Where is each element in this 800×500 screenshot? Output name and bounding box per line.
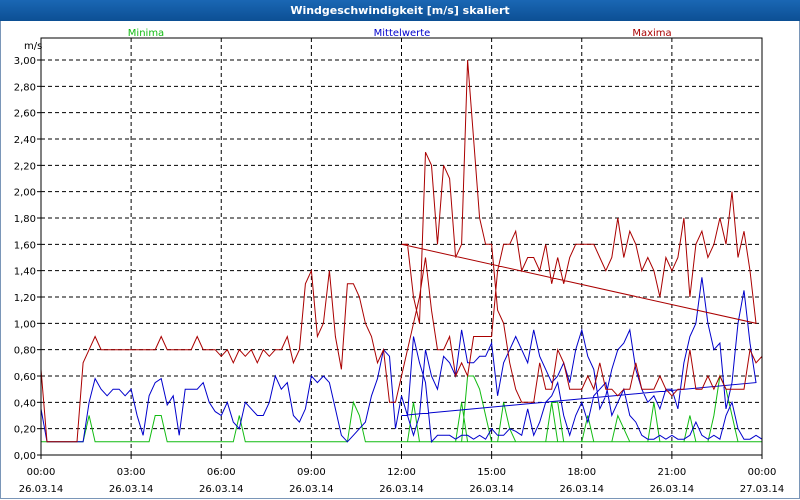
y-tick-label: 0,40 (14, 398, 36, 409)
y-tick-label: 2,40 (14, 135, 36, 146)
y-tick-label: 1,00 (14, 319, 36, 330)
y-tick-label: 1,40 (14, 267, 36, 278)
chart-title: Windgeschwindigkeit [m/s] skaliert (290, 4, 510, 17)
chart-title-bar: Windgeschwindigkeit [m/s] skaliert (0, 0, 800, 21)
x-tick-date-label: 26.03.14 (469, 484, 514, 495)
y-tick-label: 2,00 (14, 188, 36, 199)
y-tick-label: 1,60 (14, 240, 36, 251)
y-tick-label: 1,80 (14, 214, 36, 225)
plot-area-border (40, 37, 763, 456)
x-tick-time-label: 18:00 (567, 467, 596, 478)
x-tick-time-label: 15:00 (477, 467, 506, 478)
y-tick-label: 0,00 (14, 451, 36, 462)
x-tick-time-label: 09:00 (297, 467, 326, 478)
y-tick-label: 1,20 (14, 293, 36, 304)
series-line-minima (41, 374, 762, 443)
x-tick-date-label: 26.03.14 (650, 484, 695, 495)
x-tick-date-label: 27.03.14 (740, 484, 785, 495)
x-tick-time-label: 00:00 (748, 467, 777, 478)
x-tick-date-label: 26.03.14 (109, 484, 154, 495)
y-tick-label: 2,80 (14, 82, 36, 93)
axes: 0,00 0,20 0,40 0,60 0,80 1,00 1,20 1,40 1,60 1,80… (14, 37, 785, 495)
y-tick-label: 2,60 (14, 109, 36, 120)
y-tick-label: 3,00 (14, 56, 36, 67)
legend-mittelwerte: Mittelwerte (374, 28, 431, 39)
x-tick-date-label: 26.03.14 (379, 484, 424, 495)
legend-maxima: Maxima (632, 28, 671, 39)
x-tick-date-label: 26.03.14 (559, 484, 604, 495)
x-tick-date-label: 26.03.14 (289, 484, 334, 495)
x-tick-time-label: 12:00 (387, 467, 416, 478)
x-tick-time-label: 00:00 (27, 467, 56, 478)
y-tick-label: 0,80 (14, 346, 36, 357)
x-tick-date-label: 26.03.14 (19, 484, 64, 495)
series-line-mittelwerte (40, 277, 763, 443)
y-tick-label: 0,20 (14, 425, 36, 436)
y-axis-unit-label: m/s (24, 41, 42, 52)
x-tick-date-label: 26.03.14 (199, 484, 244, 495)
x-tick-time-label: 03:00 (117, 467, 146, 478)
legend-minima: Minima (128, 28, 164, 39)
y-tick-label: 0,60 (14, 372, 36, 383)
x-tick-time-label: 06:00 (207, 467, 236, 478)
x-tick-time-label: 21:00 (657, 467, 686, 478)
y-tick-label: 2,20 (14, 161, 36, 172)
